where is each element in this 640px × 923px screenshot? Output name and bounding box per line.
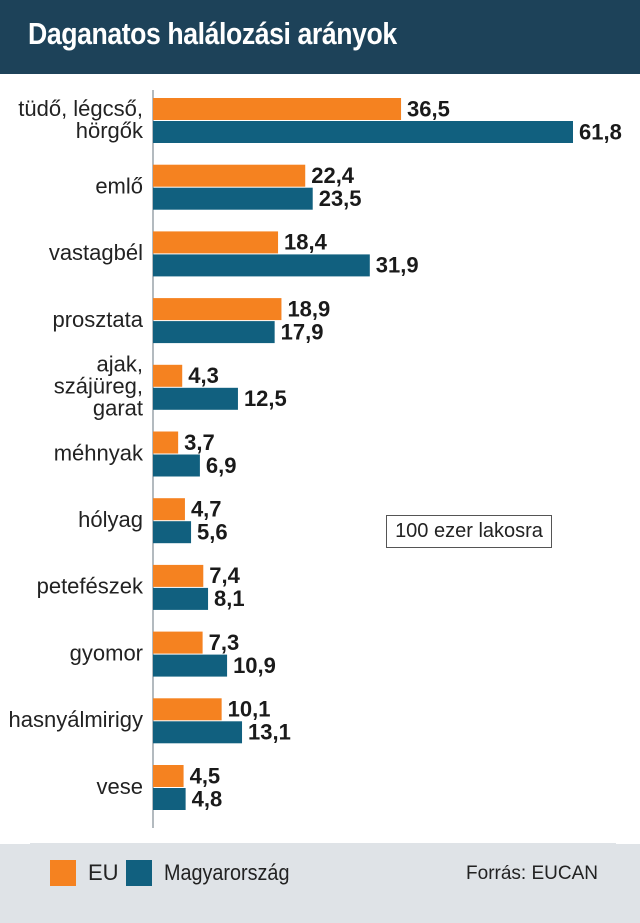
value-label: 4,3 [188, 363, 219, 388]
value-label: 8,1 [214, 586, 245, 611]
unit-note: 100 ezer lakosra [386, 515, 552, 548]
bar-eu [153, 231, 279, 254]
source-note: Forrás: EUCAN [466, 863, 598, 884]
bar-hu [153, 187, 313, 210]
legend-swatch-hu [126, 860, 152, 886]
category-label: hasnyálmirigy [9, 707, 144, 732]
category-label: hólyag [78, 507, 143, 532]
legend-label-hu: Magyarország [164, 860, 290, 885]
value-label: 4,8 [192, 786, 223, 811]
legend-swatch-eu [50, 860, 76, 886]
chart-panel: 36,5 61,8 tüdő, légcső, hörgők 22,4 23,5 emlő 1… [0, 74, 640, 844]
value-label: 18,9 [287, 296, 330, 321]
value-label: 6,9 [206, 453, 237, 478]
bar-hu [153, 788, 186, 810]
category-label: méhnyak [54, 440, 144, 465]
value-label: 10,9 [233, 653, 276, 678]
category-label: gyomor [70, 640, 143, 665]
bar-eu [153, 364, 183, 387]
value-label: 18,4 [284, 230, 328, 255]
category-label: ajak, szájüreg, garat [54, 352, 143, 421]
value-label: 23,5 [319, 186, 362, 211]
value-label: 12,5 [244, 386, 287, 411]
bar-hu [153, 454, 200, 477]
value-label: 3,7 [184, 430, 215, 455]
value-label: 4,5 [190, 763, 221, 788]
bar-eu [153, 431, 179, 454]
value-label: 5,6 [197, 520, 228, 545]
value-label: 36,5 [407, 96, 450, 121]
bar-hu [153, 587, 209, 610]
value-label: 61,8 [579, 119, 622, 144]
bar-eu [153, 298, 282, 321]
category-label: emlő [95, 174, 143, 199]
bar-hu [153, 654, 228, 677]
bar-hu [153, 321, 275, 344]
bar-hu [153, 521, 192, 544]
bar-eu [153, 698, 222, 721]
bar-eu [153, 631, 203, 654]
value-label: 7,4 [209, 563, 240, 588]
legend: EU Magyarország Forrás: EUCAN [30, 843, 616, 903]
chart-title: Daganatos halálozási arányok [28, 16, 397, 51]
category-label: petefészek [37, 574, 144, 599]
bar-hu [153, 254, 370, 277]
bar-eu [153, 564, 204, 587]
bar-eu [153, 98, 402, 120]
value-label: 17,9 [281, 319, 324, 344]
value-label: 13,1 [248, 720, 291, 745]
bar-eu [153, 765, 184, 787]
value-label: 22,4 [311, 163, 355, 188]
value-label: 10,1 [228, 697, 271, 722]
category-label: tüdő, légcső, hörgők [18, 96, 144, 143]
bar-eu [153, 164, 306, 187]
bar-hu [153, 121, 573, 143]
category-label: vastagbél [49, 240, 143, 265]
category-label: prosztata [53, 307, 144, 332]
value-label: 4,7 [191, 497, 222, 522]
legend-label-eu: EU [88, 860, 119, 885]
bar-chart: 36,5 61,8 tüdő, légcső, hörgők 22,423,5 emlő 1… [9, 90, 622, 828]
chart-header: Daganatos halálozási arányok [0, 0, 640, 74]
bar-eu [153, 498, 185, 521]
bar-hu [153, 721, 243, 744]
category-label: vese [97, 774, 143, 799]
value-label: 7,3 [209, 630, 240, 655]
bar-hu [153, 387, 238, 410]
value-label: 31,9 [376, 253, 419, 278]
